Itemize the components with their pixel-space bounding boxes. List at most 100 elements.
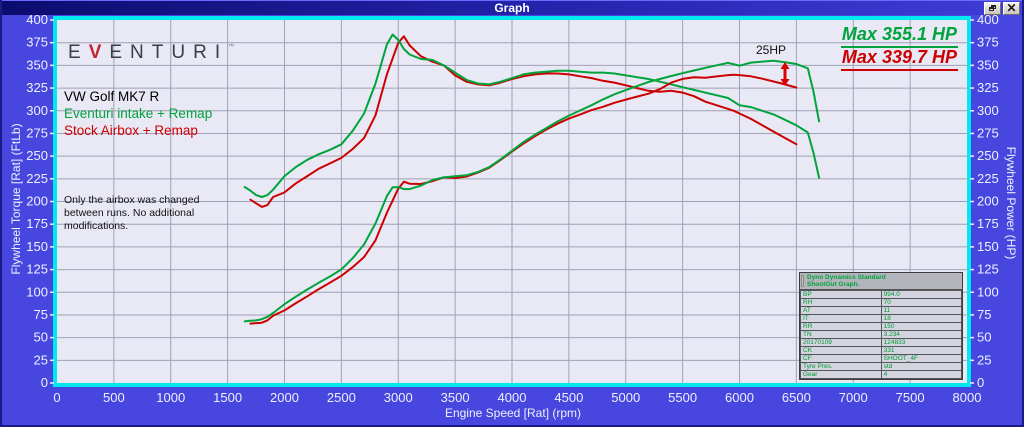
svg-text:500: 500 [103, 390, 125, 405]
svg-text:4500: 4500 [554, 390, 583, 405]
table-cell: RH [800, 298, 882, 307]
svg-text:6500: 6500 [782, 390, 811, 405]
grid-lines [57, 20, 967, 383]
svg-text:400: 400 [977, 12, 999, 27]
svg-text:3000: 3000 [384, 390, 413, 405]
svg-text:400: 400 [26, 12, 48, 27]
close-button[interactable]: ✕ [1003, 2, 1020, 15]
power-curve-eventuri [243, 59, 821, 323]
table-cell: 3.234 [880, 330, 963, 339]
svg-text:175: 175 [26, 216, 48, 231]
logo-letter-e: E [68, 42, 89, 63]
svg-text:7500: 7500 [896, 390, 925, 405]
note-text: Only the airbox was changed between runs… [64, 194, 199, 233]
logo-letters-rest: ENTURI [109, 42, 229, 63]
y-tick-labels: 0 0 25 25 50 50 75 75 100 100 125 125 150 150 175 175 20… [26, 12, 998, 390]
table-cell: CK [800, 346, 882, 355]
max-power-stock-label: Max 339.7 HP [840, 47, 958, 71]
svg-text:7000: 7000 [839, 390, 868, 405]
table-cell: 18 [880, 314, 963, 323]
x-tick-labels: 0 500 1000 1500 2000 2500 3000 3500 4000 4500 5000… [53, 390, 981, 405]
note-line-3: modifications. [64, 220, 129, 232]
table-cell: AT [800, 306, 882, 315]
note-line-1: Only the airbox was changed [64, 194, 200, 206]
eventuri-logo: EVENTURI™ [68, 42, 234, 64]
svg-text:200: 200 [26, 194, 48, 209]
table-cell: BP [800, 290, 882, 299]
svg-text:300: 300 [977, 103, 999, 118]
svg-text:5000: 5000 [611, 390, 640, 405]
svg-text:225: 225 [977, 171, 999, 186]
table-row: TN 3.234 [800, 330, 963, 339]
table-row: BP 994.0 [800, 290, 963, 299]
table-cell: RR [800, 322, 882, 331]
table-row: IT 18 [800, 314, 963, 323]
table-row: 20170109 124833 [800, 338, 963, 347]
restore-button[interactable] [984, 2, 1001, 15]
table-cell: Gear [800, 370, 882, 379]
title-bar: Graph ✕ [2, 0, 1022, 15]
svg-text:3500: 3500 [441, 390, 470, 405]
table-cell: 331 [880, 346, 963, 355]
svg-text:75: 75 [977, 307, 991, 322]
svg-text:225: 225 [26, 171, 48, 186]
legend-vehicle: VW Golf MK7 R [64, 89, 160, 104]
table-cell: 994.0 [880, 290, 963, 299]
trademark-mark: ™ [228, 44, 235, 50]
svg-text:325: 325 [977, 80, 999, 95]
svg-text:150: 150 [977, 239, 999, 254]
svg-text:5500: 5500 [668, 390, 697, 405]
svg-text:50: 50 [34, 330, 48, 345]
svg-text:1500: 1500 [213, 390, 242, 405]
table-cell: TN [800, 330, 882, 339]
svg-text:0: 0 [53, 390, 60, 405]
svg-text:0: 0 [977, 375, 984, 390]
svg-text:200: 200 [977, 194, 999, 209]
svg-text:8000: 8000 [953, 390, 982, 405]
y-axis-title-left: Flywheel Torque [Rat] (FtLb) [9, 123, 23, 275]
svg-text:0: 0 [41, 375, 48, 390]
x-axis-title: Engine Speed [Rat] (rpm) [444, 406, 582, 420]
window-controls: ✕ [984, 2, 1020, 15]
svg-text:250: 250 [977, 148, 999, 163]
svg-text:150: 150 [26, 239, 48, 254]
svg-text:275: 275 [26, 125, 48, 140]
max-power-eventuri-label: Max 355.1 HP [840, 24, 958, 48]
power-gap-label: 25HP [756, 43, 787, 57]
power-gap-arrow-icon [780, 62, 790, 86]
svg-text:6000: 6000 [725, 390, 754, 405]
svg-text:1000: 1000 [156, 390, 185, 405]
table-row: CF SHOOT_4F [800, 354, 963, 363]
table-cell: SHOOT_4F [880, 354, 963, 363]
table-row: AT 11 [800, 306, 963, 315]
svg-text:350: 350 [26, 57, 48, 72]
svg-text:375: 375 [977, 35, 999, 50]
table-cell: Tyre Pres. [800, 362, 882, 371]
table-row: RR 150 [800, 322, 963, 331]
dyno-info-header-line1: Dyno Dynamics Standard [807, 274, 886, 281]
svg-text:100: 100 [26, 284, 48, 299]
table-cell: 20170109 [800, 338, 882, 347]
svg-text:125: 125 [26, 262, 48, 277]
dyno-info-header: Dyno Dynamics Standard ShootOut Graph. [800, 273, 962, 290]
table-row: RH 70 [800, 298, 963, 307]
svg-text:25: 25 [977, 352, 991, 367]
svg-text:350: 350 [977, 57, 999, 72]
table-row: CK 331 [800, 346, 963, 355]
close-icon: ✕ [1006, 1, 1017, 15]
dyno-info-table: BP 994.0 RH 70 AT 11 IT 18 RR 150 TN 3.234 20170109 1… [800, 290, 963, 379]
svg-text:75: 75 [34, 307, 48, 322]
note-line-2: between runs. No additional [64, 207, 195, 219]
panel-handle-icon [801, 275, 804, 287]
svg-text:175: 175 [977, 216, 999, 231]
svg-text:2500: 2500 [327, 390, 356, 405]
y-axis-title-right: Flywheel Power (HP) [1004, 146, 1018, 260]
table-cell: std [880, 362, 963, 371]
table-cell: 11 [880, 306, 963, 315]
svg-text:250: 250 [26, 148, 48, 163]
svg-text:275: 275 [977, 125, 999, 140]
window-title: Graph [494, 1, 530, 15]
svg-text:100: 100 [977, 284, 999, 299]
